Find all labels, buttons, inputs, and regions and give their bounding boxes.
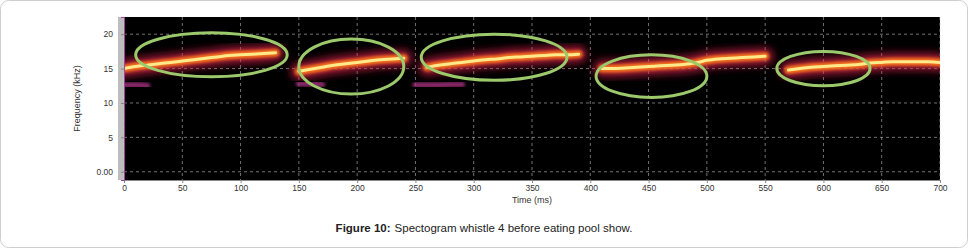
grid-line-y — [124, 171, 940, 172]
x-axis-title: Time (ms) — [512, 195, 552, 205]
x-tick: 100 — [234, 180, 248, 193]
x-tick-label: 0 — [122, 183, 127, 193]
grid-line-x — [823, 17, 824, 180]
x-tick: 200 — [351, 180, 365, 193]
contour-glow — [124, 53, 940, 72]
contour-line — [124, 84, 462, 86]
highlight-ellipse — [777, 51, 870, 85]
y-tick-mark — [121, 103, 124, 104]
x-tick-label: 700 — [933, 183, 947, 193]
highlight-ellipse — [421, 34, 567, 80]
grid-line-x — [298, 17, 299, 180]
x-tick-label: 400 — [584, 183, 598, 193]
x-tick: 700 — [933, 180, 947, 193]
x-tick-label: 250 — [409, 183, 423, 193]
x-tick-label: 500 — [700, 183, 714, 193]
x-tick: 450 — [642, 180, 656, 193]
chart: 0 50 100 150 200 250 300 350 400 450 500 550 600 650 7… — [0, 0, 968, 248]
y-tick-mark — [121, 34, 124, 35]
contour-line — [124, 53, 940, 72]
grid-line-x — [357, 17, 358, 180]
highlight-ellipse — [136, 33, 288, 77]
axis-strip — [118, 17, 124, 180]
x-tick: 50 — [178, 180, 188, 193]
x-tick-label: 300 — [467, 183, 481, 193]
contour-glow — [124, 53, 940, 72]
y-tick-mark — [121, 172, 124, 173]
y-axis: 0.00 5 10 15 20 — [96, 18, 124, 181]
x-tick: 300 — [467, 180, 481, 193]
y-tick-label: 0.00 — [96, 167, 113, 177]
x-tick-label: 150 — [292, 183, 306, 193]
y-axis-title: Frequency (kHz) — [72, 65, 82, 132]
y-tick-mark — [121, 137, 124, 138]
x-tick: 150 — [292, 180, 306, 193]
highlight-ellipse — [299, 39, 404, 94]
grid-line-x — [881, 17, 882, 180]
plot-background — [124, 17, 940, 180]
x-tick-label: 550 — [759, 183, 773, 193]
grid-line-x — [415, 17, 416, 180]
y-tick-label: 15 — [104, 64, 114, 74]
y-tick: 0.00 — [96, 167, 124, 177]
x-tick-label: 650 — [875, 183, 889, 193]
plot: 0 50 100 150 200 250 300 350 400 450 500 550 600 650 7… — [96, 17, 947, 193]
grid-line-x — [940, 17, 941, 180]
x-tick: 250 — [409, 180, 423, 193]
x-tick-label: 450 — [642, 183, 656, 193]
y-tick: 10 — [104, 98, 124, 108]
x-tick: 400 — [584, 180, 598, 193]
y-tick-label: 20 — [104, 29, 114, 39]
grid — [124, 17, 940, 180]
x-tick: 350 — [525, 180, 539, 193]
y-tick-label: 10 — [104, 98, 114, 108]
grid-line-x — [473, 17, 474, 180]
x-tick-label: 600 — [817, 183, 831, 193]
x-tick: 650 — [875, 180, 889, 193]
caption-label: Figure 10: — [336, 222, 391, 234]
y-tick-label: 5 — [108, 133, 113, 143]
x-tick: 550 — [759, 180, 773, 193]
figure-frame — [1, 1, 968, 248]
x-axis: 0 50 100 150 200 250 300 350 400 450 500 550 600 650 7… — [122, 180, 948, 193]
x-tick-label: 200 — [351, 183, 365, 193]
grid-line-y — [124, 102, 940, 103]
x-tick-label: 50 — [178, 183, 188, 193]
x-tick: 0 — [122, 180, 127, 193]
y-tick: 5 — [108, 133, 124, 143]
grid-line-x — [590, 17, 591, 180]
x-tick: 500 — [700, 180, 714, 193]
highlight-ellipse — [596, 55, 707, 98]
grid-line-x — [532, 17, 533, 180]
grid-line-x — [706, 17, 707, 180]
x-tick-label: 100 — [234, 183, 248, 193]
y-axis-line — [121, 18, 125, 181]
grid-line-y — [124, 137, 940, 138]
caption: Figure 10: Spectogram whistle 4 before ea… — [336, 222, 633, 234]
x-tick-label: 350 — [525, 183, 539, 193]
y-tick-mark — [121, 69, 124, 70]
caption-text: Spectogram whistle 4 before eating pool … — [395, 222, 633, 234]
grid-line-x — [240, 17, 241, 180]
grid-line-x — [765, 17, 766, 180]
y-tick: 15 — [104, 64, 124, 74]
marks — [124, 33, 940, 98]
x-tick: 600 — [817, 180, 831, 193]
y-tick: 20 — [104, 29, 124, 39]
grid-line-x — [182, 17, 183, 180]
